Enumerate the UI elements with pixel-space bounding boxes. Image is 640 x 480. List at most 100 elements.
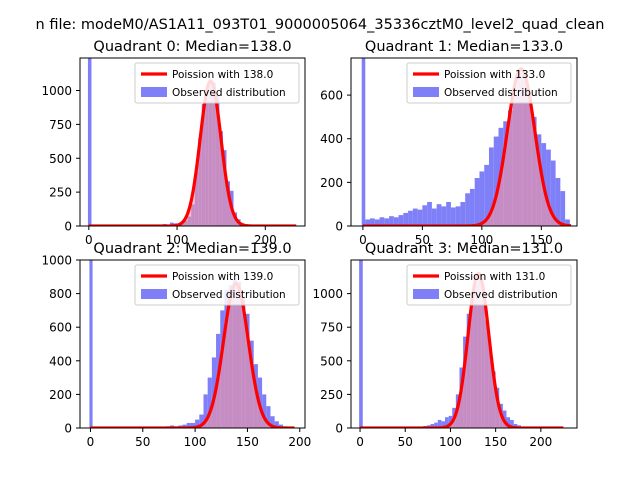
y-tick-label: 1000 bbox=[41, 254, 72, 268]
hist-bar bbox=[417, 209, 423, 226]
y-tick-label: 750 bbox=[49, 118, 72, 132]
legend: Poission with 139.0 Observed distribution bbox=[134, 264, 300, 306]
hist-bar bbox=[455, 206, 461, 226]
x-tick-label: 200 bbox=[529, 435, 552, 449]
y-tick-label: 600 bbox=[320, 89, 343, 103]
poisson-curve bbox=[359, 271, 565, 428]
legend: Poission with 133.0 Observed distribution bbox=[406, 62, 572, 104]
poisson-curve bbox=[87, 79, 298, 226]
x-tick-label: 150 bbox=[530, 233, 553, 247]
hist-bar bbox=[274, 421, 279, 428]
hist-bar bbox=[493, 136, 499, 226]
legend-box bbox=[406, 264, 572, 306]
hist-bar bbox=[403, 212, 409, 226]
hist-bar bbox=[484, 164, 489, 226]
subplot-title: Quadrant 3: Median=131.0 bbox=[365, 241, 563, 257]
hist-bar bbox=[412, 208, 418, 226]
x-tick-label: 0 bbox=[359, 233, 367, 247]
subplot-quadrant-0: Quadrant 0: Median=138.0 0 100 200 0 250 500 75… bbox=[41, 39, 306, 247]
y-tick-label: 0 bbox=[335, 220, 343, 234]
hist-bar bbox=[437, 419, 442, 428]
hist-bar bbox=[379, 217, 385, 226]
subplot-quadrant-2: Quadrant 2: Median=139.0 0 50 100 150 200 0 200… bbox=[41, 241, 311, 449]
x-tick-label: 100 bbox=[439, 435, 462, 449]
hist-bar bbox=[441, 421, 446, 428]
x-tick-label: 50 bbox=[398, 435, 413, 449]
legend-observed-label: Observed distribution bbox=[172, 289, 286, 301]
hist-bar bbox=[199, 414, 204, 428]
legend-observed-swatch bbox=[413, 289, 439, 299]
hist-bar bbox=[398, 215, 404, 226]
hist-bar bbox=[186, 422, 191, 428]
hist-bar bbox=[560, 191, 566, 226]
hist-bar bbox=[446, 202, 451, 226]
axes-frame bbox=[79, 259, 306, 429]
legend-poisson-label: Poission with 138.0 bbox=[172, 69, 273, 81]
poisson-fill bbox=[90, 283, 295, 428]
legend-observed-label: Observed distribution bbox=[444, 87, 558, 99]
y-tick-label: 500 bbox=[49, 152, 72, 166]
subplot-title: Quadrant 1: Median=133.0 bbox=[365, 39, 563, 55]
x-tick-label: 150 bbox=[236, 435, 259, 449]
y-tick-label: 400 bbox=[49, 354, 72, 368]
hist-bar bbox=[555, 178, 561, 226]
y-tick-label: 1000 bbox=[41, 84, 72, 98]
hist-bar bbox=[374, 219, 380, 226]
hist-bar bbox=[207, 377, 212, 428]
hist-bar bbox=[270, 416, 275, 428]
legend-observed-label: Observed distribution bbox=[172, 87, 286, 99]
y-tick-label: 0 bbox=[64, 422, 72, 436]
hist-bar bbox=[565, 219, 570, 226]
hist-bar bbox=[450, 207, 456, 226]
hist-bar bbox=[87, 58, 92, 226]
figure-suptitle: n file: modeM0/AS1A11_093T01_9000005064_… bbox=[36, 17, 605, 33]
poisson-fill bbox=[360, 273, 564, 428]
legend-box bbox=[406, 62, 572, 104]
hist-bar bbox=[361, 58, 366, 226]
subplot-quadrant-3: Quadrant 3: Median=131.0 0 50 100 150 200 0 250… bbox=[312, 241, 578, 449]
hist-bar bbox=[365, 219, 371, 226]
hist-bar bbox=[510, 419, 514, 428]
hist-bar bbox=[460, 202, 466, 226]
y-tick-label: 0 bbox=[335, 422, 343, 436]
legend-observed-label: Observed distribution bbox=[444, 289, 558, 301]
hist-bar bbox=[474, 178, 480, 226]
hist-bar bbox=[427, 202, 432, 226]
legend: Poission with 131.0 Observed distribution bbox=[406, 264, 572, 306]
hist-bar bbox=[465, 193, 470, 226]
y-tick-label: 0 bbox=[64, 220, 72, 234]
hist-bar bbox=[370, 218, 375, 226]
x-tick-label: 100 bbox=[184, 435, 207, 449]
y-tick-label: 200 bbox=[320, 176, 343, 190]
hist-bar bbox=[422, 205, 428, 226]
hist-bar bbox=[479, 171, 485, 226]
axes-frame bbox=[350, 259, 578, 429]
x-tick-label: 0 bbox=[85, 233, 93, 247]
hist-bar bbox=[262, 394, 267, 428]
hist-bar bbox=[89, 260, 93, 428]
hist-bar bbox=[190, 422, 196, 428]
hist-bar bbox=[384, 218, 390, 226]
x-tick-label: 100 bbox=[166, 233, 189, 247]
x-tick-label: 100 bbox=[470, 233, 493, 247]
legend-box bbox=[134, 264, 300, 306]
y-tick-label: 1000 bbox=[312, 287, 343, 301]
hist-bar bbox=[513, 423, 518, 428]
y-tick-label: 600 bbox=[49, 321, 72, 335]
subplot-quadrant-1: Quadrant 1: Median=133.0 0 50 100 150 0 200 400… bbox=[320, 39, 578, 247]
hist-bar bbox=[441, 206, 447, 226]
y-tick-label: 400 bbox=[320, 132, 343, 146]
poisson-fill bbox=[362, 68, 572, 226]
hist-bar bbox=[389, 216, 394, 226]
hist-bar bbox=[408, 210, 413, 226]
legend-box bbox=[134, 62, 300, 104]
legend-poisson-label: Poission with 139.0 bbox=[172, 271, 273, 283]
hist-bar bbox=[488, 147, 494, 226]
hist-bar bbox=[430, 423, 435, 428]
x-tick-label: 50 bbox=[135, 435, 150, 449]
hist-bar bbox=[550, 160, 556, 226]
subplot-title: Quadrant 0: Median=138.0 bbox=[93, 39, 291, 55]
hist-bar bbox=[469, 188, 475, 226]
x-tick-label: 200 bbox=[288, 435, 311, 449]
